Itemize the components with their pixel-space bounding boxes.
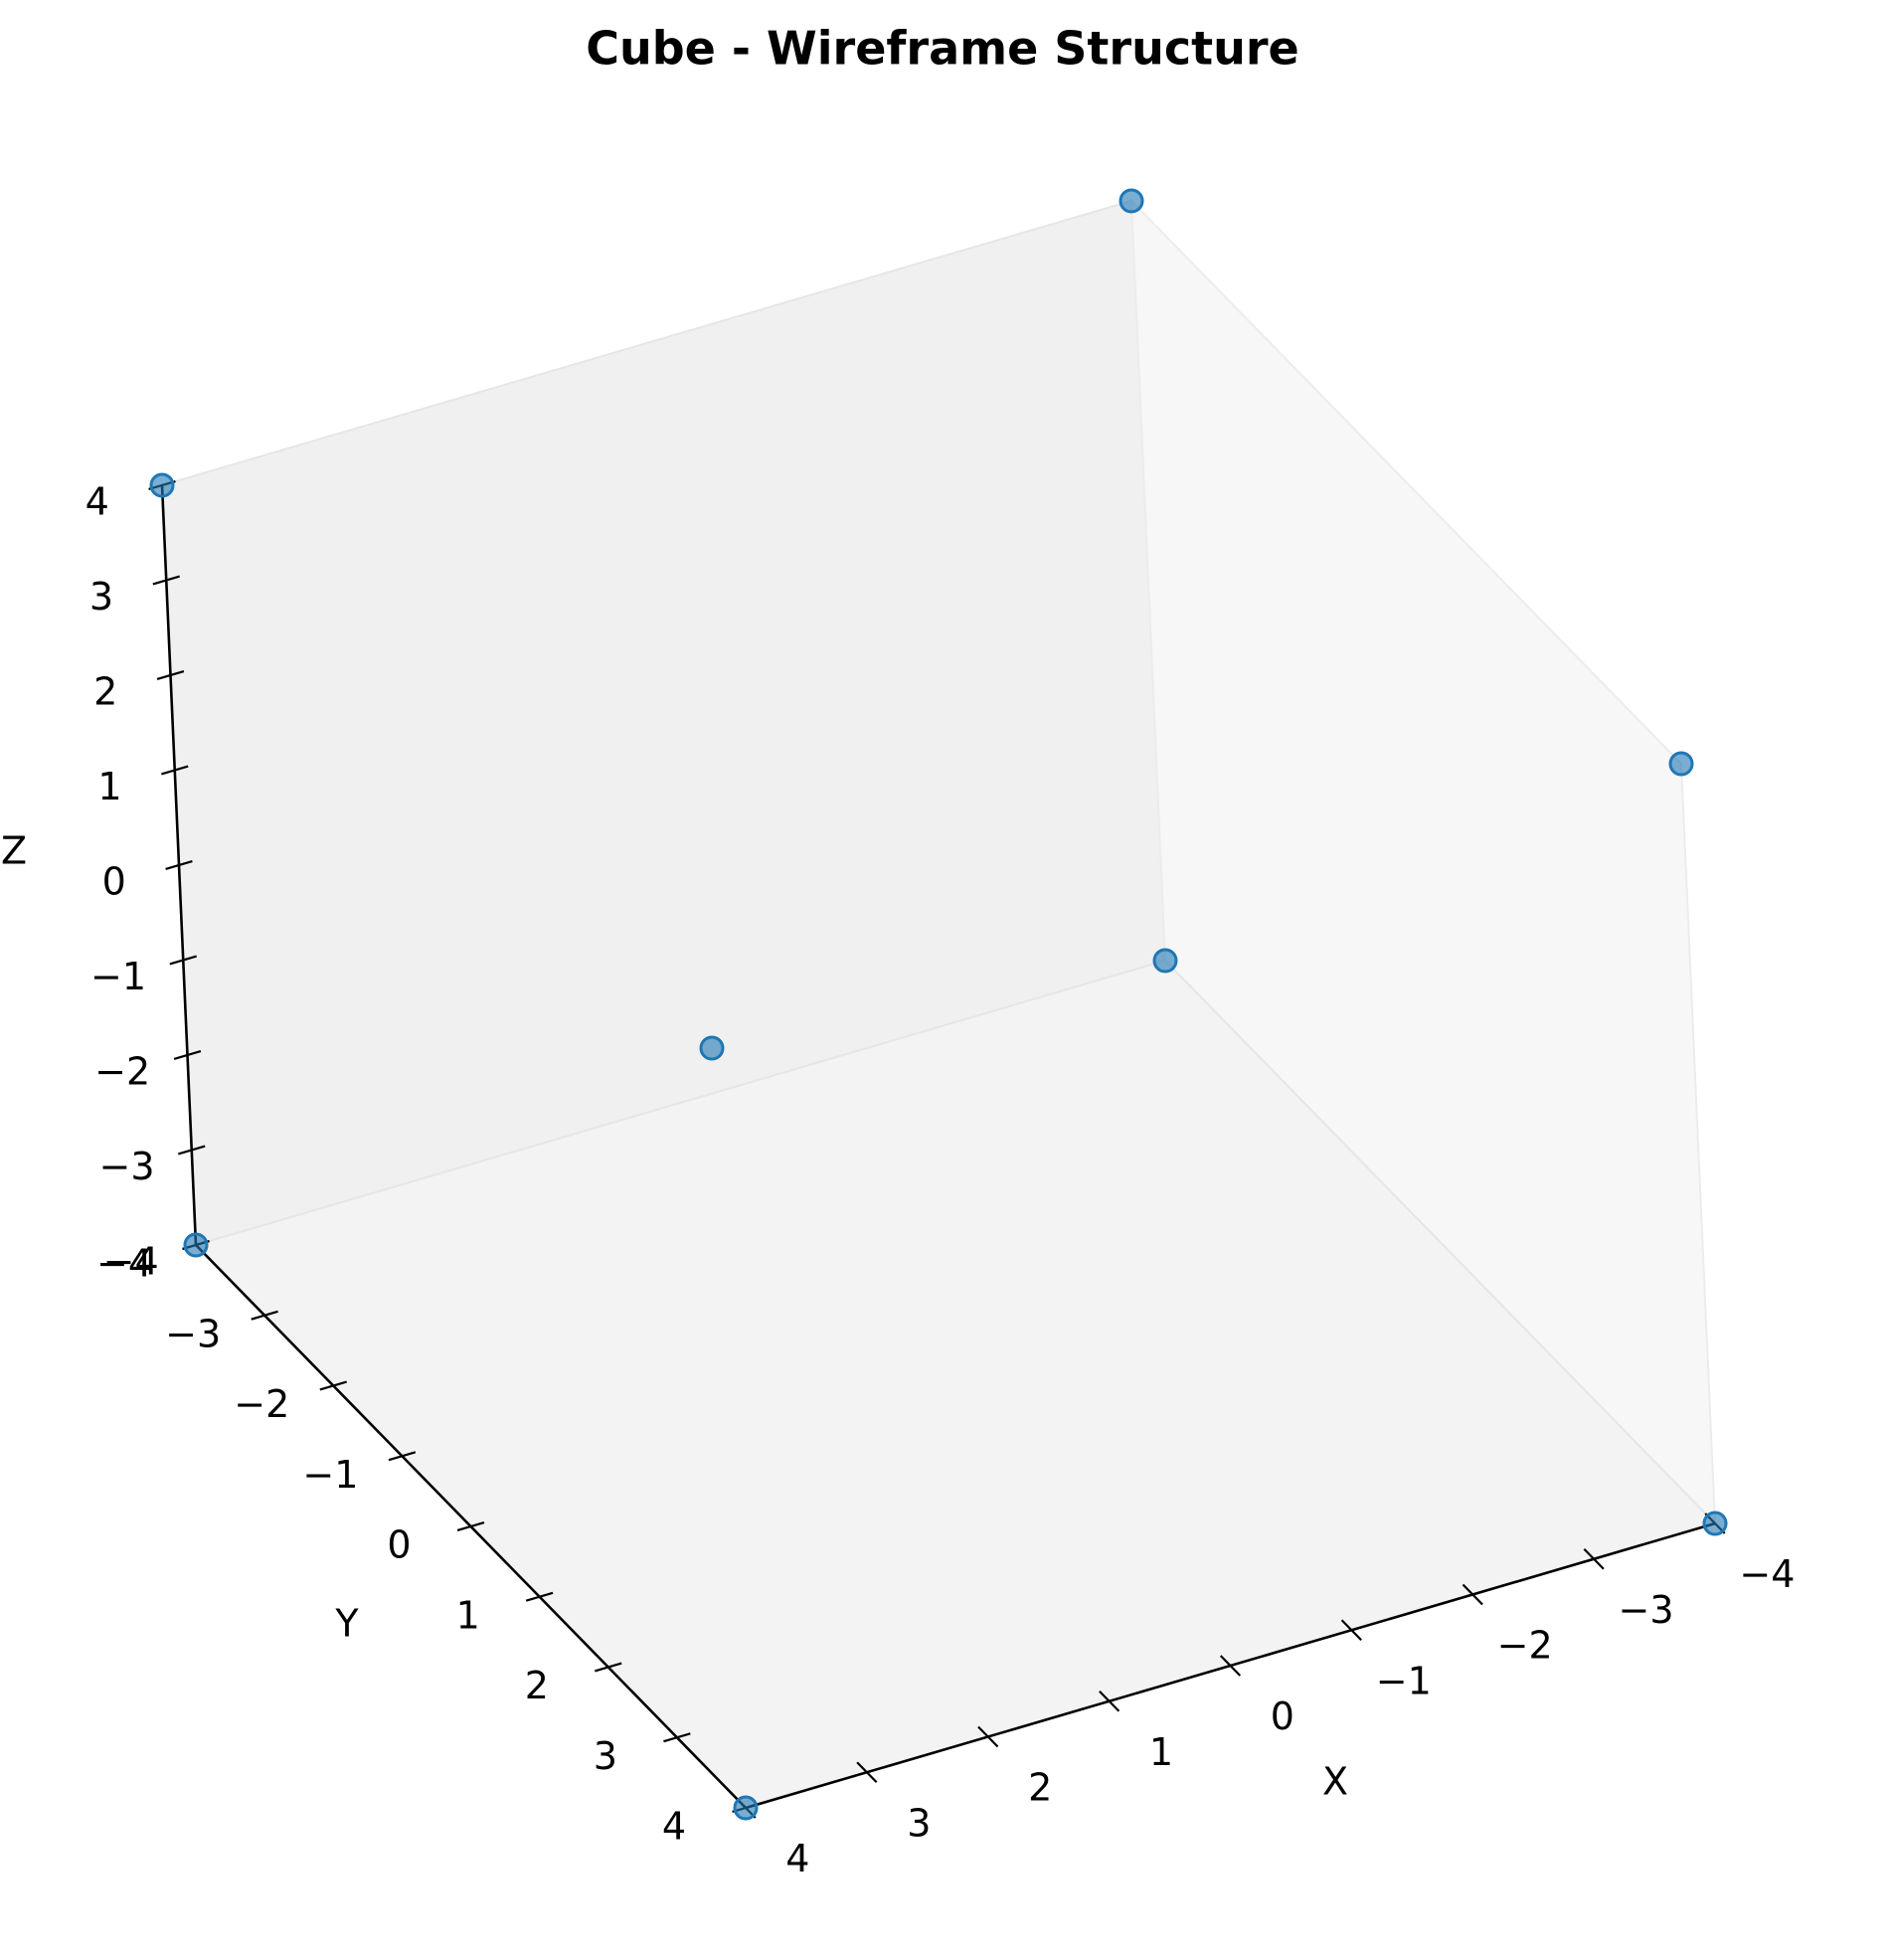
z-tick: [156, 670, 185, 680]
z-tick-label: 0: [102, 860, 126, 904]
y-tick: [525, 1591, 554, 1602]
z-tick: [152, 575, 180, 586]
y-tick-label: −2: [234, 1382, 289, 1426]
x-tick-label: −2: [1497, 1624, 1553, 1668]
z-tick-label: −3: [98, 1145, 154, 1188]
x-tick: [1099, 1690, 1120, 1712]
y-tick: [251, 1310, 278, 1321]
x-tick-label: 1: [1149, 1730, 1173, 1774]
x-tick-label: −4: [1739, 1552, 1795, 1596]
data-point: [1702, 1511, 1728, 1536]
x-tick: [1219, 1655, 1242, 1677]
data-point: [699, 1035, 725, 1061]
x-tick-label: 3: [907, 1801, 931, 1845]
z-tick: [161, 765, 189, 776]
x-tick: [977, 1725, 999, 1748]
y-tick-label: 2: [525, 1664, 549, 1707]
y-tick: [388, 1451, 417, 1462]
x-tick: [1583, 1547, 1605, 1570]
y-tick: [319, 1380, 347, 1391]
x-tick: [856, 1761, 878, 1784]
x-tick-label: 2: [1028, 1766, 1052, 1810]
z-tick-label: 4: [86, 480, 109, 524]
z-tick-label: 3: [89, 575, 113, 619]
axis-labels: X Y Z: [1, 829, 1348, 1804]
y-tick: [456, 1521, 485, 1531]
data-point: [1152, 948, 1178, 974]
x-tick-label: −1: [1376, 1659, 1432, 1702]
x-tick-label: 4: [785, 1837, 809, 1880]
scatter-points: [149, 188, 1728, 1821]
y-tick-label: 4: [662, 1805, 686, 1849]
x-tick: [1340, 1619, 1362, 1642]
x-tick-label: −3: [1618, 1588, 1673, 1632]
z-tick: [173, 1050, 202, 1060]
data-point: [1119, 188, 1144, 214]
y-tick-label: 1: [456, 1593, 480, 1637]
x-axis-label: X: [1322, 1760, 1348, 1804]
data-point: [183, 1232, 209, 1258]
y-tick: [595, 1662, 622, 1673]
y-tick: [663, 1732, 691, 1743]
x-tick: [1462, 1583, 1483, 1606]
z-axis-label: Z: [1, 829, 27, 873]
x-tick-label: 0: [1271, 1694, 1294, 1738]
data-point: [1668, 751, 1694, 777]
chart-title: Cube - Wireframe Structure: [586, 22, 1298, 76]
z-tick-label: −1: [90, 955, 146, 998]
z-tick: [169, 955, 197, 966]
data-point: [149, 472, 175, 498]
y-tick-label: −4: [96, 1242, 152, 1286]
z-tick: [165, 860, 193, 870]
y-tick-label: −3: [165, 1312, 221, 1355]
z-tick: [178, 1145, 206, 1156]
y-axis-label: Y: [334, 1602, 359, 1646]
y-tick-label: 3: [594, 1734, 617, 1778]
z-tick-label: 2: [93, 670, 117, 714]
z-tick-label: 1: [97, 765, 121, 808]
z-tick-label: −2: [94, 1050, 150, 1094]
y-tick-label: 0: [387, 1523, 411, 1567]
axis-panes: [160, 198, 1717, 1810]
z-tick-label: −4: [103, 1240, 159, 1284]
y-tick-label: −1: [302, 1453, 358, 1497]
data-point: [733, 1795, 759, 1821]
